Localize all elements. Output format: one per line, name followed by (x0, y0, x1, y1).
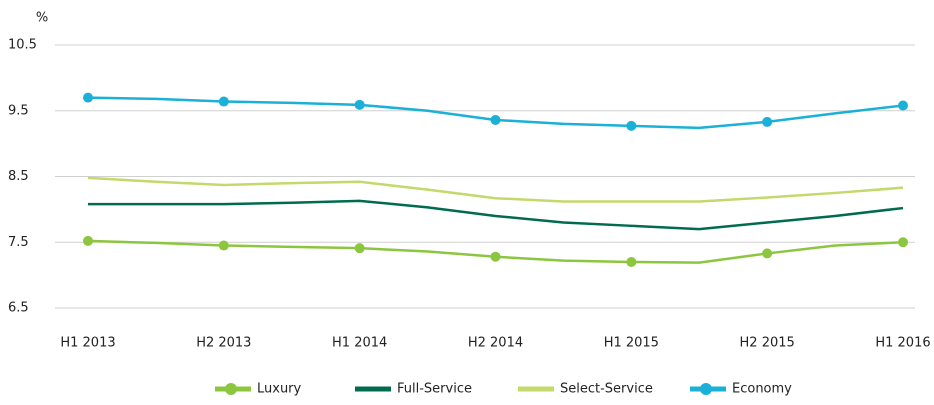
marker (626, 256, 637, 267)
y-tick-label: 8.5 (8, 169, 29, 184)
series-line (88, 199, 904, 231)
legend-label: Full-Service (397, 382, 472, 397)
marker (218, 96, 229, 107)
legend-label: Economy (732, 382, 792, 397)
x-tick-label: H1 2015 (604, 336, 659, 351)
x-tick-label: H1 2016 (875, 336, 930, 351)
x-tick-label: H1 2013 (60, 336, 115, 351)
y-tick-label: 6.5 (8, 301, 29, 316)
marker (762, 116, 773, 127)
y-tick-label: 10.5 (8, 38, 37, 53)
legend-label: Luxury (257, 382, 302, 397)
legend-label: Select-Service (560, 382, 653, 397)
x-tick-label: H2 2013 (196, 336, 251, 351)
series-line (87, 176, 904, 203)
marker (83, 92, 93, 103)
x-tick-label: H2 2014 (468, 336, 523, 351)
y-tick-label: 9.5 (8, 103, 29, 118)
x-tick-label: H1 2014 (332, 336, 387, 351)
marker (354, 99, 365, 110)
legend-marker (225, 383, 237, 395)
y-unit: % (36, 11, 48, 26)
marker (898, 237, 908, 248)
marker (218, 240, 229, 251)
marker (762, 248, 773, 259)
marker (490, 114, 501, 125)
y-tick-label: 7.5 (8, 235, 29, 250)
legend-marker (700, 383, 712, 395)
x-tick-label: H2 2015 (740, 336, 795, 351)
marker (490, 251, 501, 262)
marker (626, 120, 637, 131)
marker (354, 243, 365, 254)
marker (898, 100, 908, 111)
marker (83, 235, 93, 246)
